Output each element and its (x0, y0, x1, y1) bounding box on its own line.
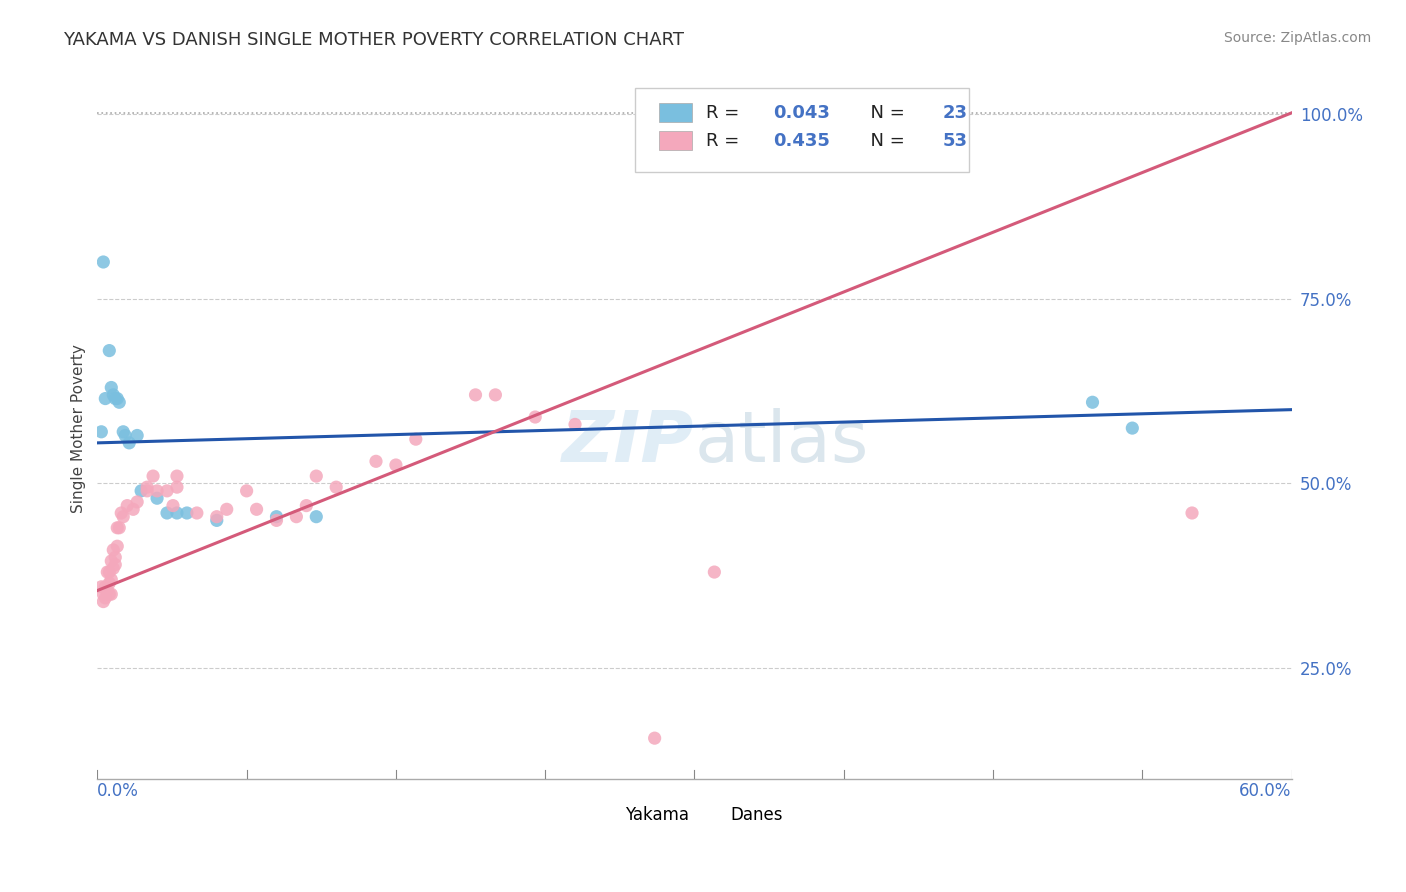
Text: Source: ZipAtlas.com: Source: ZipAtlas.com (1223, 31, 1371, 45)
Point (115, 499, 138, 513)
Point (96, 565, 118, 579)
Point (110, 506, 132, 520)
Point (305, 509, 328, 524)
Point (644, 731, 666, 746)
Point (103, 388, 125, 402)
Point (104, 558, 127, 572)
Point (105, 539, 128, 553)
Point (91, 587, 114, 601)
Point (122, 502, 145, 516)
Point (524, 410, 547, 425)
Point (405, 432, 427, 446)
Text: YAKAMA VS DANISH SINGLE MOTHER POVERTY CORRELATION CHART: YAKAMA VS DANISH SINGLE MOTHER POVERTY C… (63, 31, 685, 49)
Point (129, 483, 152, 498)
Point (484, 388, 506, 402)
Point (136, 483, 159, 498)
Text: N =: N = (859, 103, 911, 121)
Point (325, 480, 347, 494)
Point (162, 499, 184, 513)
Point (100, 573, 122, 587)
FancyBboxPatch shape (697, 805, 723, 825)
Point (266, 513, 288, 527)
Text: 0.043: 0.043 (773, 103, 830, 121)
Point (186, 506, 208, 520)
Point (94, 591, 117, 605)
Point (205, 509, 228, 524)
Text: Yakama: Yakama (626, 806, 689, 824)
Point (127, 428, 149, 442)
Point (94, 580, 117, 594)
Point (118, 435, 141, 450)
Point (98, 343, 121, 358)
Point (104, 550, 127, 565)
Point (103, 542, 125, 557)
Text: Danes: Danes (730, 806, 783, 824)
Point (564, 417, 586, 432)
Point (305, 469, 328, 483)
Point (104, 392, 127, 406)
Point (91, 255, 114, 269)
Text: 60.0%: 60.0% (1239, 782, 1292, 800)
Point (98, 576, 121, 591)
Point (1081, 395, 1104, 409)
Point (90, 580, 112, 594)
Point (295, 499, 318, 513)
FancyBboxPatch shape (658, 103, 692, 122)
Point (385, 458, 408, 472)
Point (100, 587, 122, 601)
Point (112, 425, 135, 439)
Point (166, 480, 188, 494)
Text: 23: 23 (943, 103, 967, 121)
Point (176, 506, 198, 520)
Text: R =: R = (706, 103, 745, 121)
FancyBboxPatch shape (593, 805, 619, 825)
Point (146, 491, 169, 506)
Text: 0.435: 0.435 (773, 131, 830, 150)
Point (205, 513, 228, 527)
Point (142, 469, 165, 483)
Text: 53: 53 (943, 131, 967, 150)
Text: R =: R = (706, 131, 745, 150)
Text: atlas: atlas (695, 408, 869, 476)
Point (108, 521, 131, 535)
Text: ZIP: ZIP (562, 408, 695, 476)
Point (364, 454, 387, 468)
Point (103, 561, 125, 575)
Point (235, 483, 257, 498)
Point (100, 554, 122, 568)
Point (166, 506, 188, 520)
Point (1181, 506, 1204, 520)
Point (166, 469, 188, 483)
Point (114, 428, 136, 442)
Point (105, 392, 128, 406)
Point (136, 480, 159, 494)
Point (703, 565, 725, 579)
Point (98, 587, 121, 601)
Point (105, 521, 128, 535)
Point (98, 565, 121, 579)
Point (464, 388, 486, 402)
FancyBboxPatch shape (634, 88, 969, 172)
Point (146, 483, 169, 498)
Point (108, 395, 131, 409)
Point (156, 506, 179, 520)
Point (127, 495, 149, 509)
Point (91, 594, 114, 608)
Point (245, 502, 267, 516)
FancyBboxPatch shape (658, 131, 692, 151)
Point (285, 509, 308, 524)
Text: 0.0%: 0.0% (97, 782, 139, 800)
Y-axis label: Single Mother Poverty: Single Mother Poverty (72, 343, 86, 513)
Point (100, 380, 122, 394)
Point (90, 425, 112, 439)
Point (1121, 421, 1143, 435)
Point (266, 509, 288, 524)
Point (96, 583, 118, 598)
Text: N =: N = (859, 131, 911, 150)
Point (215, 502, 238, 516)
Point (112, 509, 135, 524)
Point (94, 392, 117, 406)
Point (156, 483, 179, 498)
